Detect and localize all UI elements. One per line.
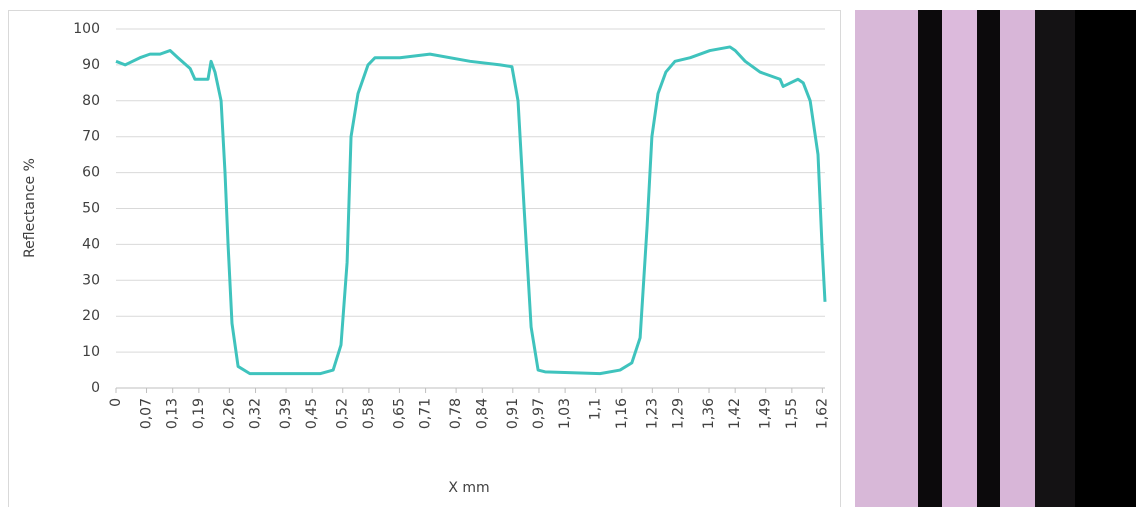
x-tick-label: 1,62	[814, 398, 830, 429]
pink-stripe	[1000, 10, 1035, 507]
y-tick-label: 60	[82, 165, 100, 181]
x-tick-label: 0,52	[335, 398, 351, 429]
micrograph	[855, 10, 1136, 507]
pink-stripe	[942, 10, 977, 507]
x-tick-label: 1,23	[644, 398, 660, 429]
x-axis-title: X mm	[448, 480, 489, 496]
data-line	[115, 45, 827, 376]
x-tick-label: 0,39	[278, 398, 294, 429]
y-tick-label: 0	[91, 380, 100, 396]
x-tick-label: 1,16	[614, 398, 630, 429]
y-axis-title: Reflectance %	[22, 158, 38, 258]
y-tick-label: 70	[82, 129, 100, 145]
x-tick-label: 0,07	[139, 398, 155, 429]
pink-stripe	[855, 10, 918, 507]
dark-stripe	[1075, 10, 1136, 507]
y-tick-label: 40	[82, 236, 100, 252]
x-tick-label: 0,97	[531, 398, 547, 429]
x-tick-label: 1,1	[588, 398, 604, 420]
y-tick-label: 50	[82, 201, 100, 217]
y-tick-label: 90	[82, 57, 100, 73]
x-tick-label: 1,55	[784, 398, 800, 429]
y-tick-label: 20	[82, 308, 100, 324]
x-tick-label: 0,13	[165, 398, 181, 429]
chart-frame	[8, 10, 841, 507]
dark-stripe	[918, 10, 942, 507]
y-tick-label: 80	[82, 93, 100, 109]
x-tick-label: 0,32	[248, 398, 264, 429]
y-tick-label: 100	[73, 21, 100, 37]
x-tick-label: 0,78	[448, 398, 464, 429]
x-tick-label: 1,42	[727, 398, 743, 429]
dark-stripe	[977, 10, 1000, 507]
dark-stripe	[1035, 10, 1075, 507]
x-tick-label: 1,29	[670, 398, 686, 429]
x-tick-label: 0,45	[304, 398, 320, 429]
x-tick-label: 1,49	[758, 398, 774, 429]
x-tick-label: 0,26	[221, 398, 237, 429]
x-tick-label: 0,84	[474, 398, 490, 429]
x-tick-label: 0	[108, 398, 124, 407]
x-tick-label: 0,91	[505, 398, 521, 429]
y-tick-label: 10	[82, 344, 100, 360]
y-tick-label: 30	[82, 272, 100, 288]
x-tick-label: 0,58	[361, 398, 377, 429]
x-tick-label: 0,19	[191, 398, 207, 429]
x-tick-label: 0,65	[391, 398, 407, 429]
x-tick-label: 1,03	[557, 398, 573, 429]
x-tick-label: 1,36	[701, 398, 717, 429]
x-tick-label: 0,71	[418, 398, 434, 429]
